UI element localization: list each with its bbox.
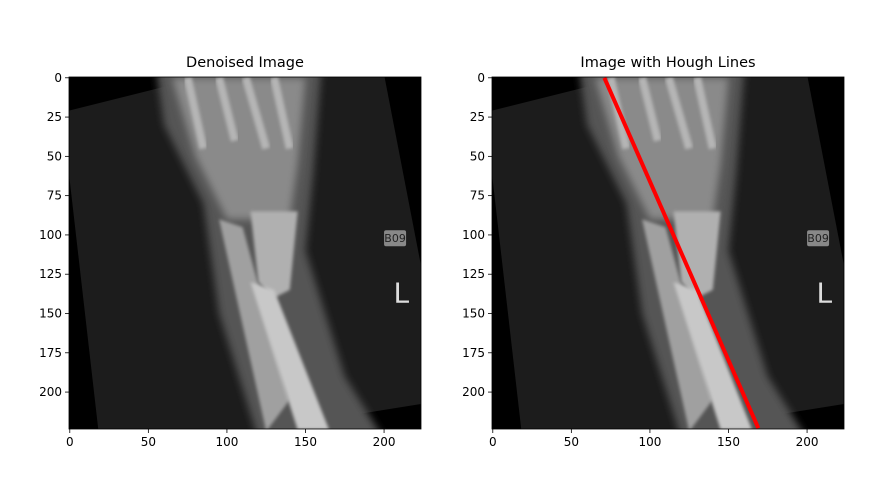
axes-title: Image with Hough Lines — [580, 55, 755, 71]
xray-image: B09 L — [492, 77, 844, 429]
image-text: B09 — [807, 232, 829, 245]
y-tick-label: 0 — [54, 71, 62, 85]
x-tick-label: 150 — [717, 435, 740, 449]
image-text: L — [394, 277, 410, 310]
x-tick-label: 200 — [796, 435, 819, 449]
axes-frame — [491, 76, 845, 430]
y-tick-label: 150 — [462, 307, 485, 321]
x-tick-label: 0 — [489, 435, 497, 449]
image-text: L — [817, 277, 833, 310]
x-tick-label: 0 — [66, 435, 74, 449]
x-tick-label: 50 — [141, 435, 156, 449]
image-text: B09 — [384, 232, 406, 245]
y-tick-label: 25 — [47, 110, 62, 124]
x-tick-label: 200 — [373, 435, 396, 449]
xray-image: B09 L — [69, 77, 421, 429]
x-tick-label: 150 — [294, 435, 317, 449]
y-tick-label: 25 — [470, 110, 485, 124]
y-tick-label: 100 — [39, 228, 62, 242]
y-tick-label: 0 — [477, 71, 485, 85]
y-tick-label: 150 — [39, 307, 62, 321]
y-tick-label: 175 — [39, 346, 62, 360]
hough-line — [602, 77, 761, 429]
axes: B09 L 0 50 100 150 200 0 25 50 75 100 125 150 175 200 Im… — [462, 55, 845, 449]
y-tick-label: 75 — [470, 189, 485, 203]
axes-frame — [68, 76, 422, 430]
y-tick-label: 200 — [462, 385, 485, 399]
y-tick-label: 50 — [47, 149, 62, 163]
y-tick-label: 100 — [462, 228, 485, 242]
x-tick-label: 100 — [215, 435, 238, 449]
y-tick-label: 175 — [462, 346, 485, 360]
y-tick-label: 200 — [39, 385, 62, 399]
y-tick-label: 125 — [462, 267, 485, 281]
x-tick-label: 50 — [564, 435, 579, 449]
x-tick-label: 100 — [638, 435, 661, 449]
y-tick-label: 50 — [470, 149, 485, 163]
y-tick-label: 125 — [39, 267, 62, 281]
axes: B09 L 0 50 100 150 200 0 25 50 75 100 125 150 175 200 De… — [39, 55, 422, 449]
y-tick-label: 75 — [47, 189, 62, 203]
axes-title: Denoised Image — [186, 55, 304, 71]
